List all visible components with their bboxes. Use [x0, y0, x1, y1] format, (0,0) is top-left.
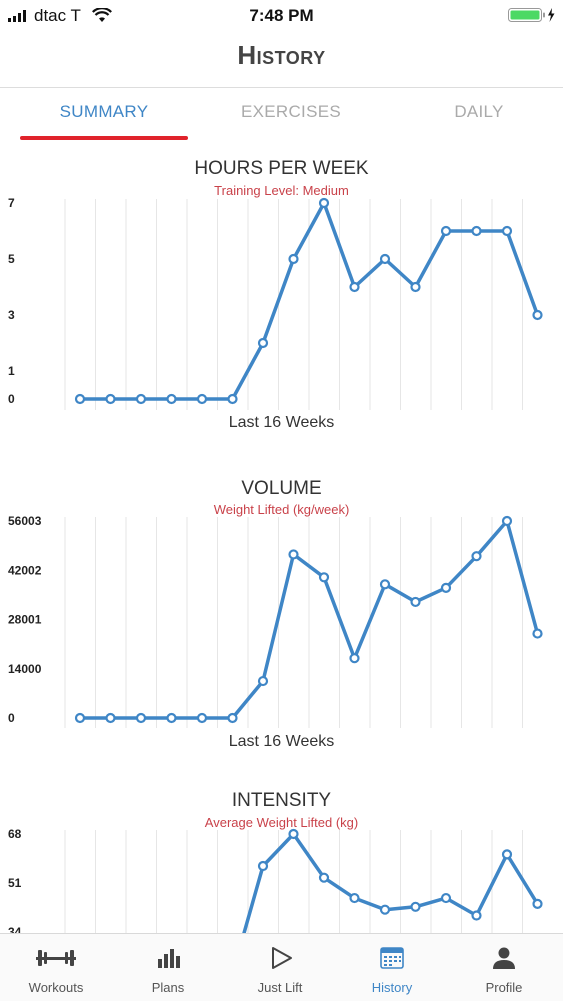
- data-point: [74, 712, 86, 724]
- data-point: [349, 892, 360, 904]
- data-point: [135, 393, 147, 405]
- tab-history-label: History: [371, 980, 413, 995]
- calendar-icon: [380, 947, 404, 969]
- bar-chart-icon: [158, 949, 180, 968]
- tab-plans-label: Plans: [151, 980, 185, 995]
- chart-title-volume: VOLUME: [241, 478, 322, 499]
- play-icon: [272, 947, 292, 969]
- data-point: [410, 281, 421, 293]
- data-point: [135, 712, 147, 724]
- y-tick-label: 68: [8, 827, 22, 841]
- person-icon: [493, 947, 515, 969]
- data-point: [410, 596, 421, 608]
- clock: 7:48 PM: [249, 6, 314, 25]
- data-point: [105, 393, 116, 405]
- y-tick-label: 0: [8, 711, 15, 725]
- data-point: [471, 910, 482, 921]
- data-point: [318, 872, 330, 883]
- intensity-chart: 34 51 68: [8, 827, 543, 933]
- data-point: [318, 572, 330, 583]
- data-point: [379, 253, 391, 265]
- divider: [0, 87, 563, 88]
- tab-history[interactable]: History: [336, 934, 448, 1001]
- active-tab-indicator: [20, 136, 188, 140]
- series-line: [78, 519, 540, 720]
- carrier-name: dtac T: [34, 6, 81, 25]
- y-tick-label: 14000: [8, 662, 42, 676]
- tab-daily[interactable]: DAILY: [454, 102, 504, 121]
- data-point: [379, 904, 391, 915]
- data-point: [532, 898, 543, 909]
- y-tick-label: 34: [8, 925, 22, 933]
- data-point: [532, 309, 543, 321]
- chart-title-hours: HOURS PER WEEK: [194, 158, 369, 179]
- data-point: [227, 712, 238, 724]
- tab-workouts-label: Workouts: [28, 980, 84, 995]
- chart-subtitle-volume: Weight Lifted (kg/week): [213, 502, 350, 517]
- y-tick-label: 7: [8, 196, 15, 210]
- status-bar: dtac T 7:48 PM: [0, 0, 563, 30]
- data-point: [349, 653, 360, 664]
- chart-subtitle-hours: Training Level: Medium: [214, 183, 349, 198]
- y-tick-label: 0: [8, 392, 15, 406]
- data-point: [288, 253, 299, 265]
- tab-just-lift[interactable]: Just Lift: [224, 934, 336, 1001]
- y-tick-label: 1: [8, 364, 15, 378]
- y-tick-label: 42002: [8, 563, 42, 577]
- wifi-icon: [92, 8, 112, 22]
- data-point: [440, 225, 452, 237]
- bottom-tab-bar: Workouts Plans Just Lift History: [0, 933, 563, 1001]
- data-point: [379, 579, 391, 590]
- y-tick-label: 28001: [8, 613, 42, 627]
- data-point: [227, 393, 238, 405]
- data-point: [318, 197, 330, 209]
- data-point: [501, 515, 513, 527]
- data-point: [410, 901, 421, 912]
- y-tick-label: 56003: [8, 514, 42, 528]
- tab-workouts[interactable]: Workouts: [0, 934, 112, 1001]
- data-point: [74, 393, 86, 405]
- data-point: [440, 582, 452, 593]
- dumbbell-icon: [36, 950, 76, 966]
- data-point: [257, 337, 269, 349]
- page-title: History: [237, 40, 326, 70]
- y-tick-label: 5: [8, 252, 15, 266]
- tab-profile[interactable]: Profile: [448, 934, 560, 1001]
- tab-plans[interactable]: Plans: [112, 934, 224, 1001]
- data-point: [257, 860, 269, 872]
- tab-exercises[interactable]: EXERCISES: [240, 102, 341, 121]
- tab-just-lift-label: Just Lift: [257, 980, 303, 995]
- data-point: [349, 281, 360, 293]
- battery-icon: [508, 8, 555, 22]
- data-point: [440, 892, 452, 904]
- chart-footer-hours: Last 16 Weeks: [228, 414, 335, 431]
- data-point: [532, 628, 543, 639]
- data-point: [196, 712, 208, 724]
- data-point: [166, 712, 177, 724]
- data-point: [501, 225, 513, 237]
- data-point: [471, 551, 482, 562]
- data-point: [288, 828, 299, 840]
- data-point: [257, 675, 269, 687]
- data-point: [166, 393, 177, 405]
- data-point: [501, 849, 513, 860]
- signal-icon: [8, 10, 26, 22]
- hours-per-week-chart: 0 1 3 5 7: [8, 196, 543, 410]
- volume-chart: 0 14000 28001 42002 56003: [8, 514, 543, 728]
- data-point: [105, 712, 116, 724]
- chart-subtitle-intensity: Average Weight Lifted (kg): [204, 815, 359, 830]
- chart-footer-volume: Last 16 Weeks: [228, 733, 335, 750]
- tab-profile-label: Profile: [485, 980, 523, 995]
- y-tick-label: 51: [8, 876, 22, 890]
- series-line: [78, 201, 540, 401]
- tab-summary[interactable]: SUMMARY: [59, 102, 149, 121]
- y-tick-label: 3: [8, 308, 15, 322]
- data-point: [196, 393, 208, 405]
- data-point: [288, 549, 299, 560]
- chart-title-intensity: INTENSITY: [231, 790, 332, 811]
- data-point: [471, 225, 482, 237]
